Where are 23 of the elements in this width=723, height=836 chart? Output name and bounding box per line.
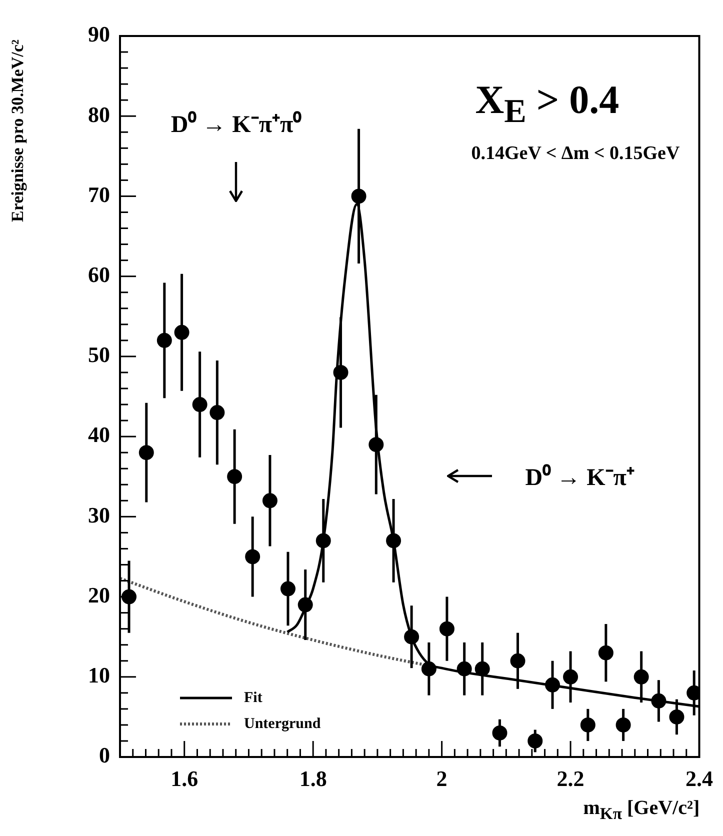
annotation: D⁰ → K⁻π⁺ [525, 463, 634, 492]
y-tick-label: 90 [88, 22, 110, 47]
y-tick-label: 50 [88, 342, 110, 368]
y-tick-label: 60 [88, 262, 110, 288]
y-axis-title: Ereignisse pro 30.MeV/c² [8, 40, 28, 222]
y-tick-label: 10 [88, 662, 110, 688]
x-tick-label: 1.8 [299, 766, 327, 791]
y-tick-label: 20 [88, 582, 110, 608]
annotation: 0.14GeV < Δm < 0.15GeV [471, 143, 680, 165]
x-tick-label: 2 [436, 766, 448, 791]
legend-label: Untergrund [244, 716, 321, 732]
y-tick-label: 80 [88, 102, 110, 127]
x-tick-label: 2.4 [686, 766, 713, 791]
y-tick-label: 40 [88, 422, 110, 448]
y-tick-label: 70 [88, 182, 110, 207]
x-tick-label: 1.6 [170, 766, 198, 791]
annotation: D⁰ → K⁻π⁺π⁰ [170, 110, 302, 139]
annotation: X$_{E}$ > 0.4 [475, 76, 620, 131]
x-tick-label: 2.2 [556, 766, 584, 791]
legend-label: Fit [244, 690, 262, 706]
y-tick-label: 0 [99, 742, 110, 768]
y-tick-label: 30 [88, 502, 110, 528]
x-axis-title: m$_{Kπ}$ [GeV/c²] [583, 797, 700, 824]
